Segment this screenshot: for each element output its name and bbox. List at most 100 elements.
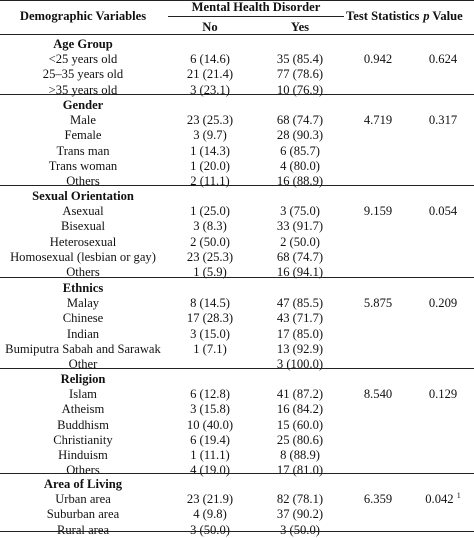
row-yes-count: 17 (85.0) [276, 326, 324, 341]
row-no-count: 3 (15.8) [190, 402, 230, 417]
row-yes-count: 28 (90.3) [276, 128, 324, 143]
header-value-word: Value [429, 9, 463, 23]
row-no-count: 6 (12.8) [190, 387, 230, 402]
row-label: Buddhism [57, 417, 109, 432]
p-value: 0.129 [412, 387, 474, 402]
row-no-count: 1 (14.3) [190, 143, 230, 158]
row-no-count: 3 (9.7) [193, 128, 227, 143]
row-yes-count: 37 (90.2) [276, 507, 324, 522]
group-separator-rule [0, 368, 474, 369]
row-no-count: 6 (14.6) [190, 52, 230, 67]
p-value: 0.624 [412, 52, 474, 67]
row-no-count: 2 (11.1) [190, 174, 230, 188]
group-title: Ethnics [62, 281, 104, 295]
group-separator-rule [0, 277, 474, 278]
row-label: Bisexual [60, 219, 106, 234]
row-label: Bumiputra Sabah and Sarawak [5, 341, 161, 356]
test-statistic: 5.875 [363, 296, 393, 311]
row-label: Male [70, 113, 96, 128]
row-yes-count: 15 (60.0) [276, 417, 324, 432]
header-bottom-rule [0, 34, 474, 35]
header-no: No [202, 20, 218, 34]
row-yes-count: 33 (91.7) [276, 219, 324, 234]
row-yes-count: 6 (85.7) [280, 143, 320, 158]
row-label: Others [66, 174, 100, 188]
p-value-number: 0.209 [428, 296, 458, 311]
group-title: Religion [60, 372, 106, 386]
row-label: Christianity [53, 432, 113, 447]
p-value: 0.317 [412, 113, 474, 128]
group-title: Gender [62, 98, 104, 112]
row-no-count: 4 (19.0) [190, 463, 230, 478]
row-no-count: 23 (25.3) [186, 249, 234, 264]
group-separator-rule [0, 473, 474, 474]
row-label: Urban area [55, 492, 111, 507]
row-no-count: 4 (9.8) [193, 507, 227, 522]
row-no-count: 2 (50.0) [190, 234, 230, 249]
row-yes-count: 16 (94.1) [276, 265, 324, 279]
row-label: >35 years old [48, 82, 118, 97]
row-label: Suburban area [46, 507, 120, 522]
row-label: Atheism [61, 402, 105, 417]
row-yes-count: 47 (85.5) [276, 296, 324, 311]
row-yes-count: 77 (78.6) [276, 67, 324, 82]
row-yes-count: 8 (88.9) [280, 448, 320, 462]
test-statistic: 4.719 [363, 113, 393, 128]
row-label: Malay [66, 296, 100, 311]
row-no-count: 17 (28.3) [186, 311, 234, 326]
test-statistic: 8.540 [363, 387, 393, 402]
row-yes-count: 41 (87.2) [276, 387, 324, 402]
row-label: 25–35 years old [42, 67, 124, 82]
row-label: Chinese [62, 311, 104, 326]
row-no-count: 1 (5.9) [193, 265, 227, 279]
header-demographic-variables: Demographic Variables [19, 9, 147, 23]
row-yes-count: 25 (80.6) [276, 432, 324, 447]
row-label: Hinduism [58, 448, 108, 462]
row-label: <25 years old [48, 52, 118, 67]
row-no-count: 10 (40.0) [186, 417, 234, 432]
header-p-value: p Value [412, 9, 474, 24]
p-value-number: 0.054 [428, 204, 458, 219]
header-p-letter: p [423, 9, 430, 23]
row-label: Female [64, 128, 102, 143]
row-yes-count: 3 (75.0) [280, 204, 320, 219]
row-no-count: 1 (25.0) [190, 204, 230, 219]
header-mental-health-disorder: Mental Health Disorder [191, 0, 321, 14]
row-yes-count: 82 (78.1) [276, 492, 324, 507]
row-no-count: 21 (21.4) [186, 67, 234, 82]
row-yes-count: 16 (84.2) [276, 402, 324, 417]
row-no-count: 8 (14.5) [190, 296, 230, 311]
p-value: 0.042 1 [412, 492, 474, 507]
row-yes-count: 43 (71.7) [276, 311, 324, 326]
row-yes-count: 13 (92.9) [276, 341, 324, 356]
row-no-count: 6 (19.4) [190, 432, 230, 447]
group-separator-rule [0, 185, 474, 186]
row-yes-count: 10 (76.9) [276, 82, 324, 97]
header-yes: Yes [290, 20, 310, 34]
header-test-statistics: Test Statistics [346, 9, 420, 23]
group-separator-rule [0, 94, 474, 95]
row-yes-count: 17 (81.0) [276, 463, 324, 478]
row-no-count: 3 (8.3) [193, 219, 227, 234]
row-label: Trans woman [48, 158, 118, 173]
table-bottom-rule [0, 531, 474, 532]
table-top-rule [0, 0, 474, 1]
row-no-count: 23 (21.9) [186, 492, 234, 507]
group-title: Age Group [53, 37, 113, 51]
header-subrule [168, 16, 344, 17]
p-value-footnote-marker: 1 [456, 491, 461, 501]
group-title: Area of Living [43, 477, 123, 491]
row-label: Others [66, 463, 100, 478]
row-yes-count: 35 (85.4) [276, 52, 324, 67]
row-no-count: 3 (23.1) [190, 82, 230, 97]
p-value-number: 0.624 [428, 52, 458, 67]
p-value: 0.209 [412, 296, 474, 311]
p-value-number: 0.042 [425, 492, 454, 507]
p-value-number: 0.129 [428, 387, 458, 402]
p-value: 0.054 [412, 204, 474, 219]
row-no-count: 1 (11.1) [190, 448, 230, 462]
row-yes-count: 4 (80.0) [280, 158, 320, 173]
test-statistic: 0.942 [363, 52, 393, 67]
row-label: Others [66, 265, 100, 279]
